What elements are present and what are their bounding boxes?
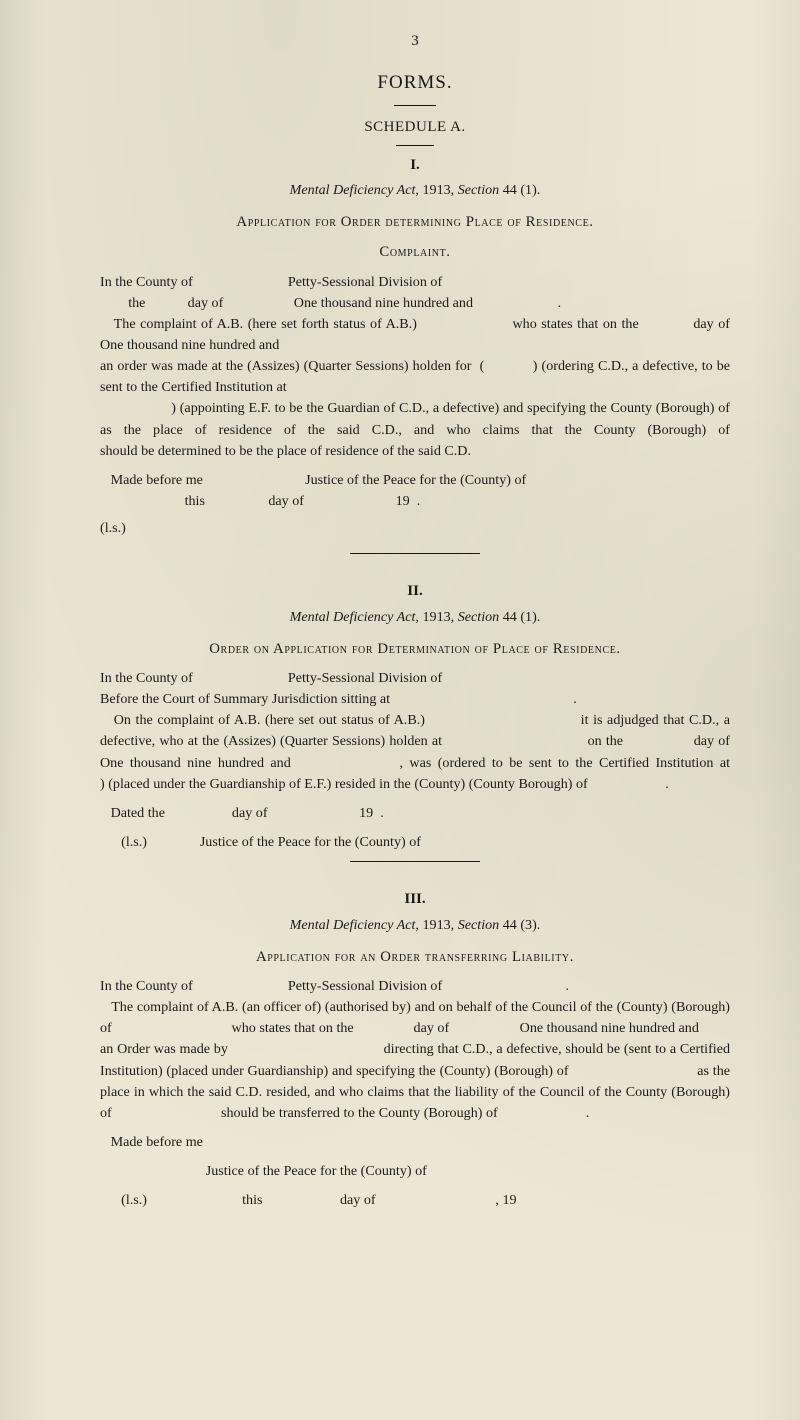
made-before-3: Made before me (100, 1132, 730, 1153)
rule-separator (350, 861, 480, 862)
section-roman-3: III. (100, 888, 730, 911)
act-title: Mental Deficiency Act, (290, 182, 419, 198)
section-heading-1: Application for Order determining Place … (100, 211, 730, 233)
section-3-body: In the County of Petty-Sessional Divisio… (100, 976, 730, 1124)
schedule-heading: SCHEDULE A. (100, 116, 730, 139)
section-roman-2: II. (100, 580, 730, 603)
dated-2: Dated the day of 19 . (100, 803, 730, 824)
act-line-3: Mental Deficiency Act, 1913, Section 44 … (100, 915, 730, 936)
complaint-subhead: Complaint. (100, 241, 730, 263)
forms-title: FORMS. (100, 69, 730, 98)
act-line-1: Mental Deficiency Act, 1913, Section 44 … (100, 180, 730, 201)
act-line-2: Mental Deficiency Act, 1913, Section 44 … (100, 607, 730, 628)
section-heading-2: Order on Application for Determination o… (100, 638, 730, 660)
justice-line-3: Justice of the Peace for the (County) of (100, 1161, 730, 1182)
section-1-body: In the County of Petty-Sessional Divisio… (100, 272, 730, 462)
section-roman-1: I. (100, 154, 730, 177)
section-heading-3: Application for an Order transferring Li… (100, 946, 730, 968)
rule-separator (350, 553, 480, 554)
page-number: 3 (100, 30, 730, 53)
rule (394, 105, 436, 106)
section-2-body: In the County of Petty-Sessional Divisio… (100, 668, 730, 795)
ls-1: (l.s.) (100, 518, 730, 539)
footer-3: (l.s.) this day of , 19 (100, 1190, 730, 1211)
rule (396, 145, 434, 146)
made-before-1: Made before me Justice of the Peace for … (100, 470, 730, 512)
justice-2: (l.s.) Justice of the Peace for the (Cou… (100, 832, 730, 853)
